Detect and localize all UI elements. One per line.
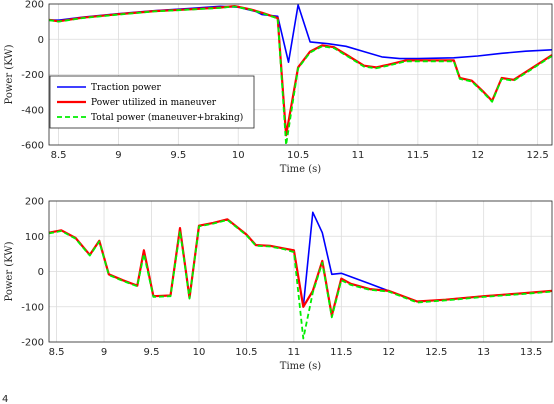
x-tick-label: 11.5: [330, 347, 352, 358]
x-tick-label: 8.5: [51, 150, 67, 161]
y-tick-label: -600: [21, 141, 44, 152]
series-line-total: [48, 5, 553, 146]
x-tick-label: 12: [471, 150, 484, 161]
x-axis-label: Time (s): [280, 361, 321, 372]
figure-marker: 4: [2, 394, 8, 404]
x-axis-label: Time (s): [280, 164, 321, 175]
y-tick-label: 0: [38, 267, 44, 278]
y-axis-label: Power (KW): [4, 44, 15, 104]
x-tick-label: 12: [382, 347, 395, 358]
y-tick-label: 100: [25, 232, 44, 243]
legend-label-total: Total power (maneuver+braking): [91, 112, 243, 123]
x-tick-label: 9.5: [144, 347, 160, 358]
x-tick-label: 13.5: [520, 347, 542, 358]
chart-panel-1: 8.5 9 9.5 10 10.5 11 11.5 12 12.5 200 0 -200 -400 -60…: [4, 0, 553, 175]
y-tick-label: -400: [21, 105, 44, 116]
x-tick-label: 10: [193, 347, 206, 358]
y-tick-label: -200: [21, 338, 44, 349]
axes-box: [48, 3, 553, 146]
x-tick-label: 10.5: [235, 347, 257, 358]
y-axis-label: Power (KW): [4, 241, 15, 301]
chart-panel-2: 8.5 9 9.5 10 10.5 11 11.5 12 12.5 13 13.5 200 100 0 -1…: [4, 197, 553, 372]
series-line-maneuver: [48, 218, 553, 317]
legend-label-maneuver: Power utilized in maneuver: [91, 98, 217, 108]
y-tick-label: -100: [21, 302, 44, 313]
x-tick-label: 9: [101, 347, 107, 358]
x-tick-label: 13: [477, 347, 490, 358]
x-tick-label: 8.5: [49, 347, 65, 358]
y-tick-label: 0: [38, 35, 44, 46]
axes-box: [48, 200, 553, 343]
x-tick-label: 12.5: [425, 347, 447, 358]
x-tick-label: 11: [287, 347, 300, 358]
legend-label-traction: Traction power: [91, 83, 161, 93]
x-tick-label: 12.5: [526, 150, 548, 161]
x-tick-label: 11.5: [407, 150, 429, 161]
x-tick-label: 10: [232, 150, 245, 161]
x-tick-label: 11: [352, 150, 365, 161]
x-tick-label: 9.5: [170, 150, 186, 161]
y-tick-label: 200: [25, 0, 44, 11]
y-tick-label: -200: [21, 70, 44, 81]
legend: Traction power Power utilized in maneuver…: [49, 75, 255, 129]
y-tick-label: 200: [25, 197, 44, 208]
x-tick-label: 10.5: [287, 150, 309, 161]
x-tick-label: 9: [115, 150, 121, 161]
